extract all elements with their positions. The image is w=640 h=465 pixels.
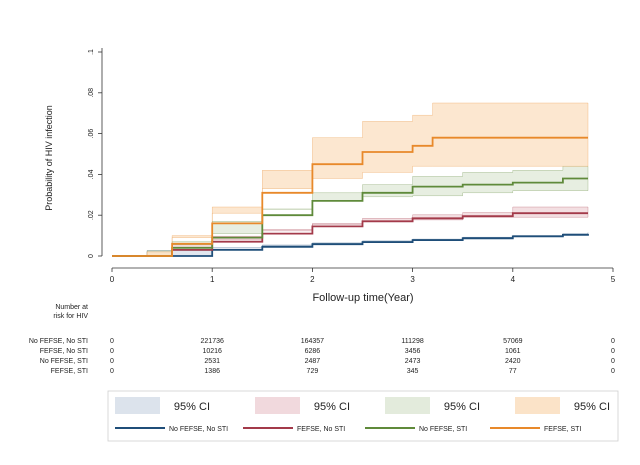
risk-cell-3-3: 345: [407, 368, 419, 375]
legend-ci-label-2: 95% CI: [444, 401, 480, 413]
risk-row-label-0: No FEFSE, No STI: [29, 338, 88, 345]
risk-cell-0-0: 0: [110, 338, 114, 345]
risk-cell-0-2: 164357: [301, 338, 324, 345]
y-tick-label-5: .1: [88, 49, 95, 55]
risk-cell-2-0: 0: [110, 358, 114, 365]
x-tick-label-5: 5: [611, 275, 616, 284]
curve-0: [112, 233, 589, 257]
risk-cell-2-3: 2473: [405, 358, 421, 365]
risk-cell-1-2: 6286: [305, 348, 321, 355]
risk-cell-3-2: 729: [307, 368, 319, 375]
legend-ci-label-3: 95% CI: [574, 401, 610, 413]
risk-cell-0-3: 111298: [401, 338, 423, 345]
legend-ci-swatch-2: [385, 397, 430, 414]
risk-cell-2-5: 0: [611, 358, 615, 365]
risk-cell-1-5: 0: [611, 348, 615, 355]
risk-cell-2-2: 2487: [305, 358, 321, 365]
y-tick-label-0: 0: [88, 254, 95, 258]
x-tick-label-1: 1: [210, 275, 215, 284]
legend-line-label-1: FEFSE, No STI: [297, 426, 345, 433]
y-axis-label: Probability of HIV infection: [44, 105, 54, 211]
risk-cell-3-5: 0: [611, 368, 615, 375]
curve-2: [112, 177, 588, 257]
axes: 0 .02 .04 .06 .08 .1 0 1 2 3 4 5: [88, 48, 616, 284]
survival-curves: [112, 136, 589, 257]
risk-cell-3-0: 0: [110, 368, 114, 375]
y-tick-label-4: .08: [88, 88, 95, 98]
curve-3: [112, 136, 588, 257]
confidence-bands: [112, 102, 589, 257]
legend: 95% CI 95% CI 95% CI 95% CI No FEFSE, No STI…: [107, 390, 619, 442]
y-tick-label-3: .06: [88, 129, 95, 139]
risk-cell-0-5: 0: [611, 338, 615, 345]
risk-row-label-3: FEFSE, STI: [51, 368, 88, 375]
risk-cell-0-1: 221736: [201, 338, 224, 345]
risk-row-label-1: FEFSE, No STI: [40, 348, 88, 355]
risk-table-title-line-2: risk for HIV: [53, 313, 88, 320]
legend-line-label-2: No FEFSE, STI: [419, 426, 467, 433]
risk-cell-2-4: 2420: [505, 358, 521, 365]
legend-line-label-3: FEFSE, STI: [544, 426, 581, 433]
x-tick-label-3: 3: [410, 275, 415, 284]
risk-cell-2-1: 2531: [204, 358, 220, 365]
x-tick-label-0: 0: [110, 275, 115, 284]
risk-cell-1-3: 3456: [405, 348, 421, 355]
legend-ci-label-0: 95% CI: [174, 401, 210, 413]
x-tick-label-4: 4: [511, 275, 516, 284]
risk-cell-3-4: 77: [509, 368, 517, 375]
curve-1: [112, 212, 588, 257]
legend-ci-swatch-3: [515, 397, 560, 414]
risk-table: Number at risk for HIV No FEFSE, No STI 0…: [29, 304, 615, 375]
y-tick-label-2: .04: [88, 169, 95, 179]
legend-ci-label-1: 95% CI: [314, 401, 350, 413]
risk-row-label-2: No FEFSE, STI: [40, 358, 88, 365]
y-tick-label-1: .02: [88, 210, 95, 220]
risk-cell-0-4: 57069: [503, 338, 523, 345]
risk-cell-1-0: 0: [110, 348, 114, 355]
x-axis-label: Follow-up time(Year): [312, 292, 413, 304]
risk-cell-1-4: 1061: [505, 348, 521, 355]
legend-ci-swatch-1: [255, 397, 300, 414]
ci-band-3: [112, 102, 589, 257]
legend-line-label-0: No FEFSE, No STI: [169, 426, 228, 433]
risk-cell-1-1: 10216: [202, 348, 222, 355]
x-tick-label-2: 2: [310, 275, 315, 284]
legend-ci-swatch-0: [115, 397, 160, 414]
risk-table-title-line-1: Number at: [55, 304, 88, 311]
risk-cell-3-1: 1386: [204, 368, 220, 375]
